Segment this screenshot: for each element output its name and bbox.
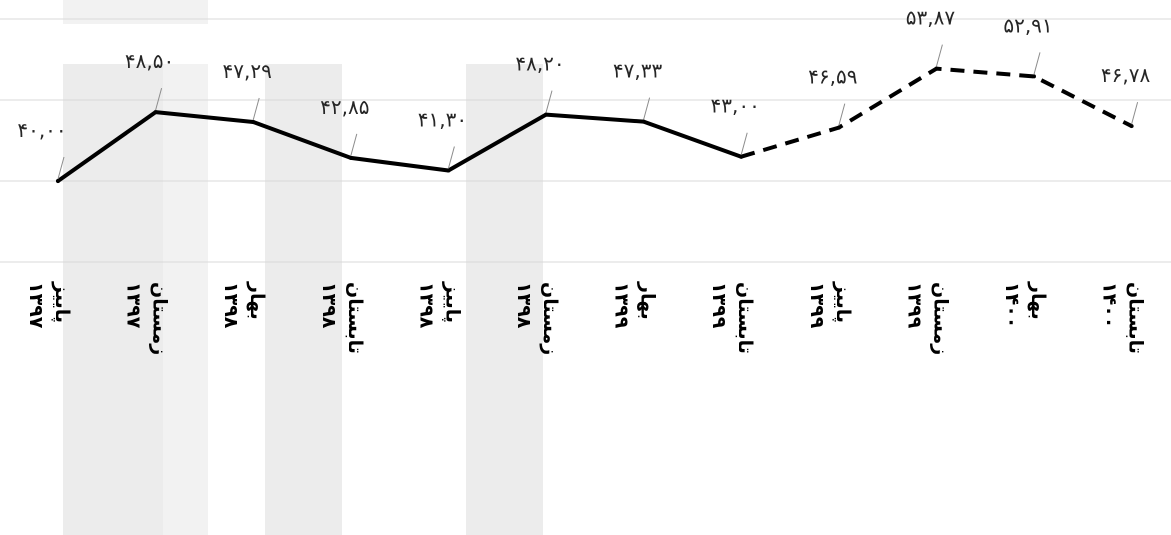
tick-label-2-line-0: بهار [246,281,268,320]
data-point-8 [836,125,841,130]
background-band-3 [163,64,208,535]
tick-label-7: تابستان۱۳۹۹ [708,282,756,354]
leader-line-3 [350,133,358,157]
data-labels: ۴۰,۰۰ ۴۸,۵۰ ۴۷,۲۹ ۴۲,۸۵ ۴۱,۳۰ ۴۸,۲۰ ۴۷,۳۳ ۴۳,۰۰… [17,6,1151,180]
data-point-2 [251,119,256,124]
tick-label-4-line-1: ۱۳۹۸ [415,282,437,329]
background-bands [63,0,543,535]
data-label-6: ۴۷,۳۳ [613,59,663,83]
tick-label-3: تابستان۱۳۹۸ [318,282,366,354]
data-point-4 [446,168,451,173]
data-point-1 [153,110,158,115]
data-point-7 [739,154,744,159]
tick-label-1-line-1: ۱۳۹۷ [123,282,145,329]
tick-label-9-line-1: ۱۳۹۹ [903,282,925,329]
data-point-5 [544,112,548,117]
tick-label-5: زمستان۱۳۹۸ [513,282,561,355]
leader-line-2 [252,97,260,121]
leader-line-9 [935,44,943,67]
data-label-10: ۵۲,۹۱ [1003,13,1052,37]
tick-label-1-line-0: زمستان [149,282,171,355]
tick-label-8-line-0: پاییز [832,281,854,323]
data-label-11: ۴۶,۷۸ [1101,63,1151,87]
tick-label-11-line-0: تابستان [1125,282,1147,354]
tick-label-6: بهار۱۳۹۹ [611,281,659,329]
tick-label-0: پاییز۱۳۹۷ [25,281,73,329]
tick-label-11: تابستان۱۴۰۰ [1099,282,1147,354]
data-label-4: ۴۱,۳۰ [418,107,467,131]
gridlines [0,18,1171,263]
tick-label-7-line-1: ۱۳۹۹ [708,282,730,329]
data-label-0: ۴۰,۰۰ [17,118,66,142]
x-axis-tick-labels: پاییز۱۳۹۷ زمستان۱۳۹۷ بهار۱۳۹۸ تابستان۱۳۹۸ پا… [25,281,1147,355]
data-label-1: ۴۸,۵۰ [125,49,174,73]
tick-label-9-line-0: زمستان [929,282,951,355]
leader-line-8 [838,103,846,126]
data-point-3 [348,155,353,160]
data-point-11 [1129,124,1134,129]
tick-label-6-line-1: ۱۳۹۹ [611,282,633,329]
tick-label-5-line-1: ۱۳۹۸ [513,282,535,329]
tick-label-2: بهار۱۳۹۸ [220,281,268,329]
data-label-3: ۴۲,۸۵ [320,95,369,119]
data-label-2: ۴۷,۲۹ [223,59,272,83]
data-label-7: ۴۳,۰۰ [711,94,760,118]
series-line-dashed [740,66,1133,159]
series-line-solid [56,110,744,183]
tick-label-11-line-1: ۱۴۰۰ [1099,282,1121,328]
data-point-6 [641,119,646,124]
tick-label-2-line-1: ۱۳۹۸ [220,282,242,329]
tick-label-9: زمستان۱۳۹۹ [903,282,951,355]
background-band-2 [466,64,543,535]
tick-label-3-line-0: تابستان [344,282,366,354]
leader-line-5 [545,90,553,113]
tick-label-0-line-0: پاییز [51,281,73,323]
data-label-8: ۴۶,۵۹ [808,65,857,89]
leader-line-6 [643,97,651,120]
tick-label-6-line-0: بهار [637,281,659,320]
tick-label-10-line-0: بهار [1027,281,1049,320]
tick-label-4-line-0: پاییز [441,281,463,323]
leader-line-7 [740,132,748,155]
leader-line-11 [1131,101,1139,125]
tick-label-10-line-1: ۱۴۰۰ [1001,282,1023,328]
tick-label-5-line-0: زمستان [539,282,561,355]
data-point-0 [56,179,60,183]
tick-label-4: پاییز۱۳۹۸ [415,281,463,329]
leader-line-4 [447,146,455,169]
tick-label-0-line-1: ۱۳۹۷ [25,282,47,329]
data-label-9: ۵۳,۸۷ [906,6,956,30]
tick-label-3-line-1: ۱۳۹۸ [318,282,340,329]
leader-line-1 [155,88,163,111]
data-point-10 [1032,74,1036,79]
tick-label-10: بهار۱۴۰۰ [1001,281,1049,328]
series-line [56,66,1134,183]
tick-label-7-line-0: تابستان [734,282,756,354]
data-label-5: ۴۸,۲۰ [515,52,564,76]
tick-label-8-line-1: ۱۳۹۹ [806,282,828,329]
background-band-top [63,0,208,24]
tick-label-1: زمستان۱۳۹۷ [123,282,171,355]
leader-line-10 [1033,52,1041,75]
leader-line-0 [57,156,65,180]
data-point-9 [934,66,939,71]
tick-label-8: پاییز۱۳۹۹ [806,281,854,329]
